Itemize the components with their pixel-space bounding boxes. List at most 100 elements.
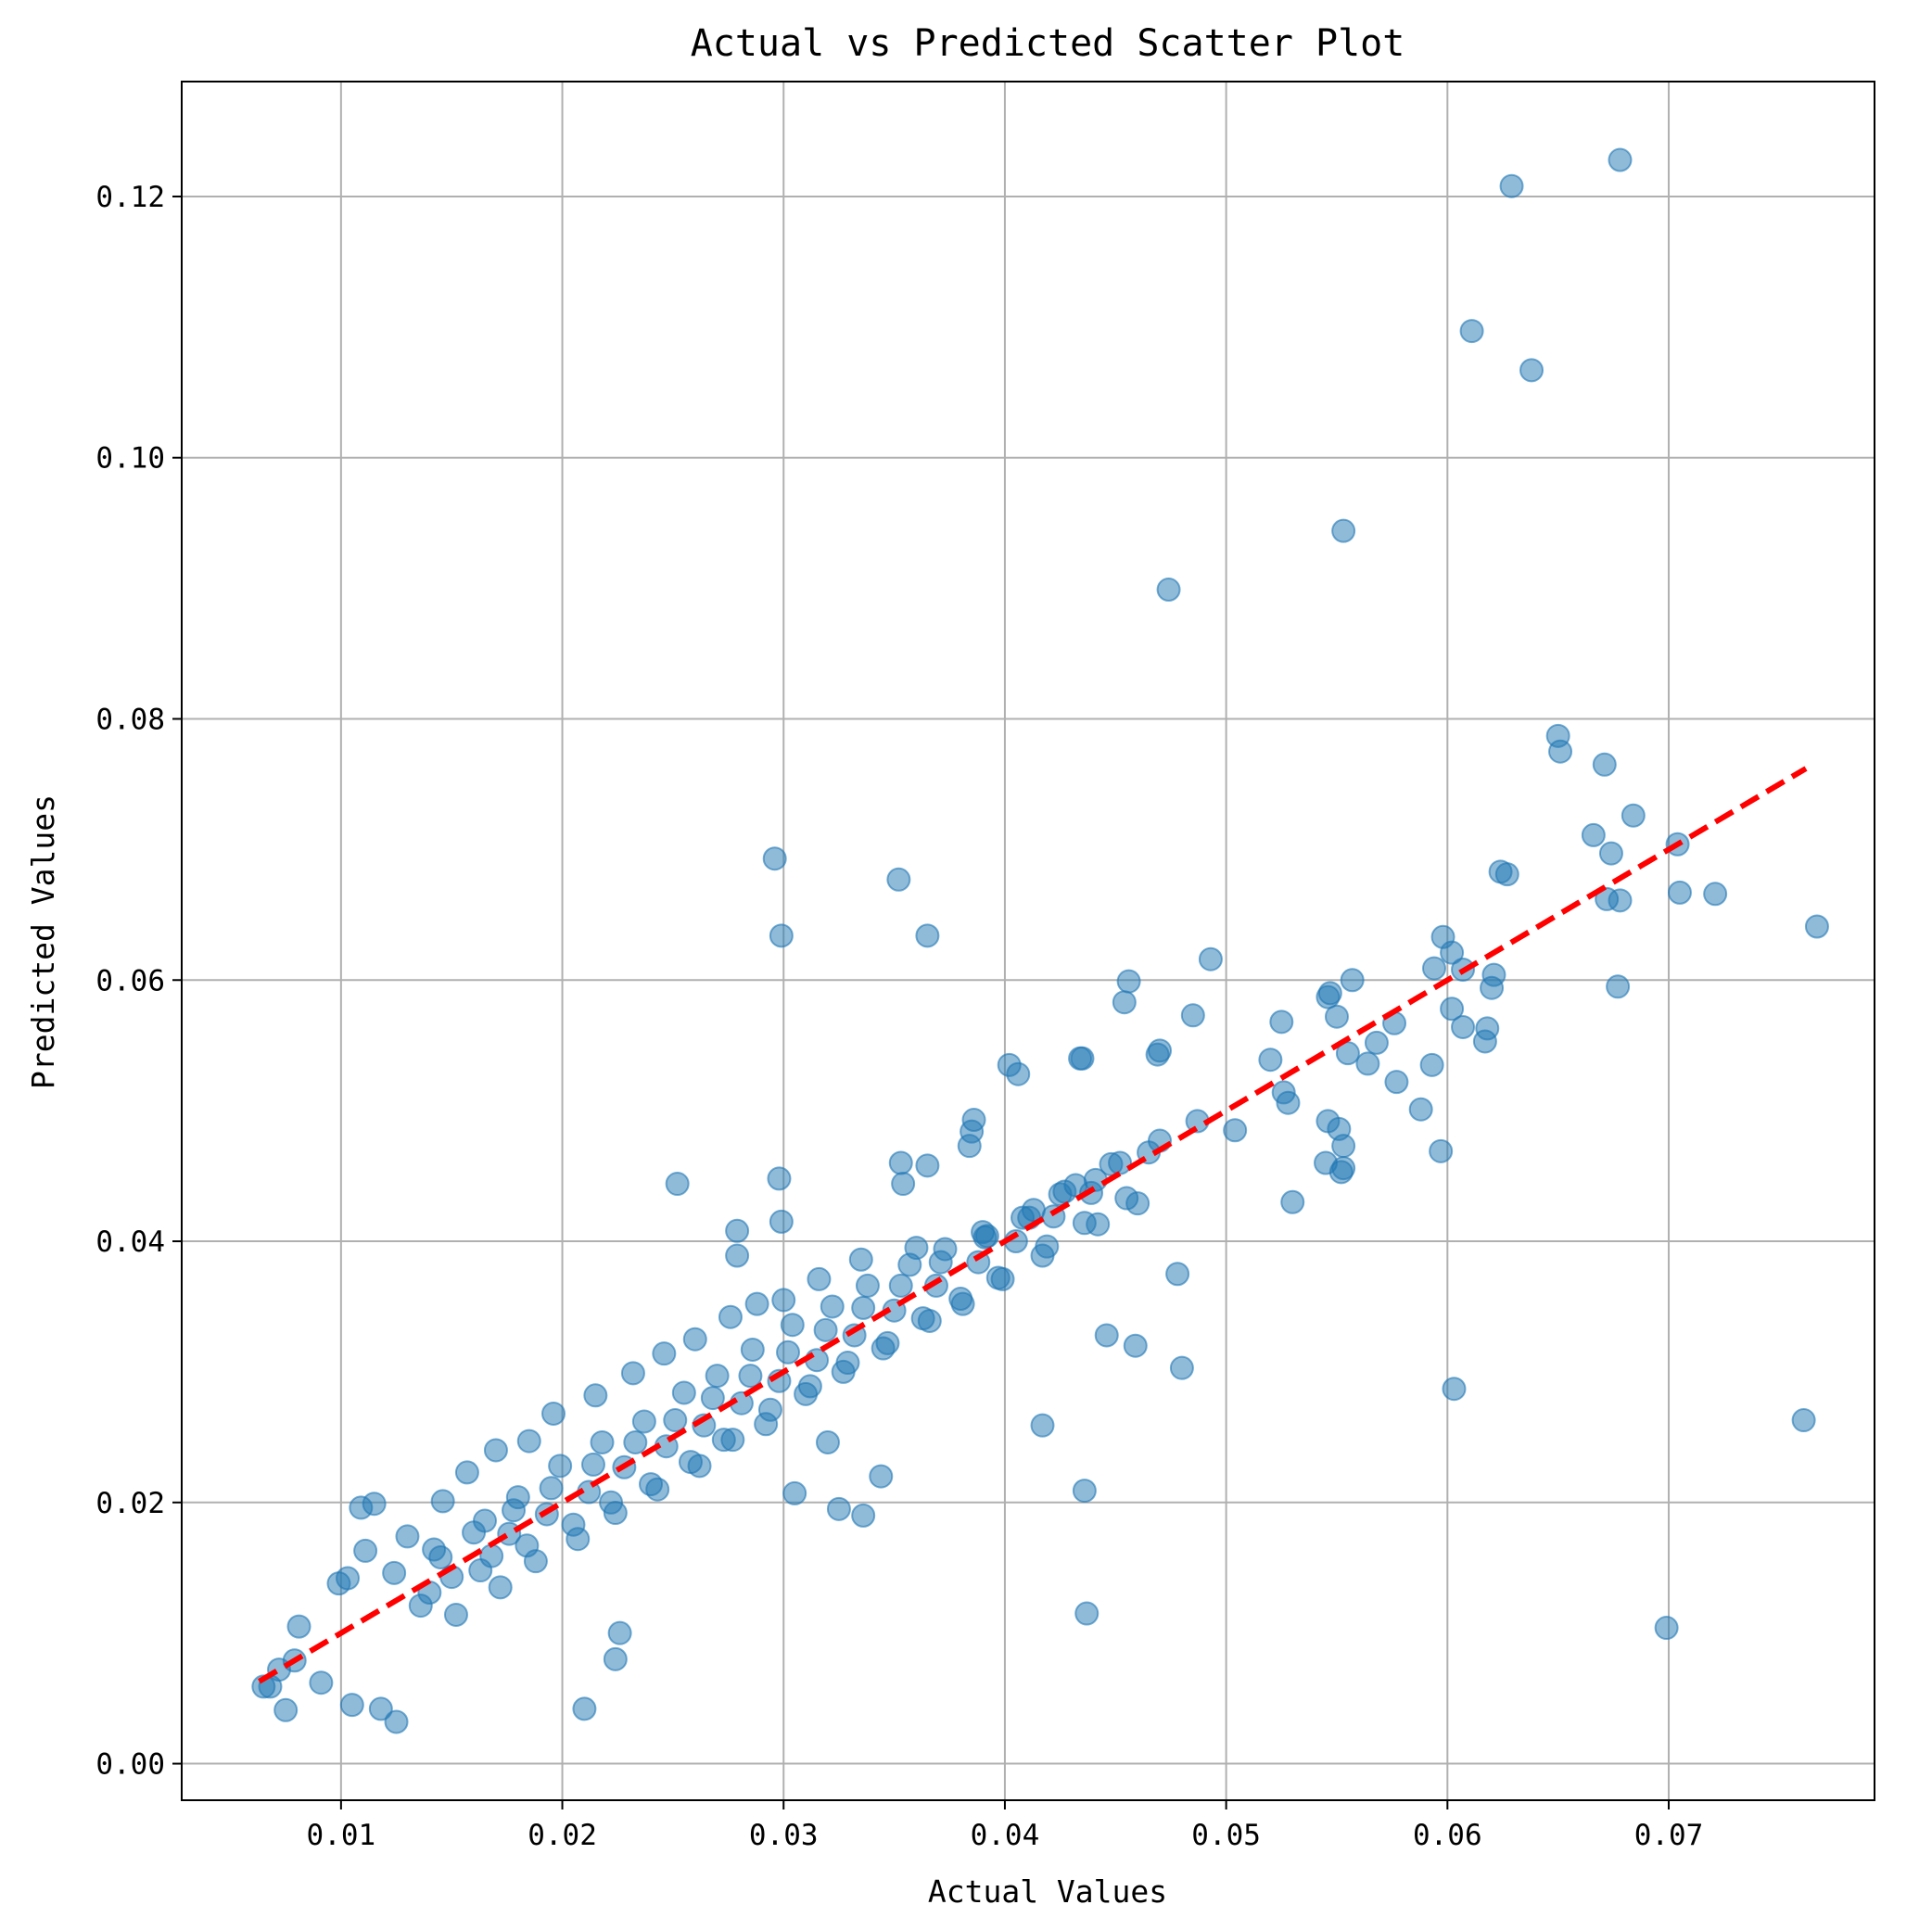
data-point <box>855 1273 880 1298</box>
data-point <box>835 1351 860 1376</box>
data-point <box>738 1364 763 1389</box>
data-point <box>1116 969 1141 994</box>
data-point <box>888 1150 913 1175</box>
data-point <box>957 1134 982 1159</box>
data-point <box>671 1380 696 1405</box>
data-point <box>1621 803 1646 828</box>
data-point <box>583 1383 608 1408</box>
data-point <box>1148 1038 1173 1063</box>
data-point <box>368 1696 393 1721</box>
data-point <box>1791 1408 1816 1433</box>
x-tick-label: 0.07 <box>1634 1819 1704 1852</box>
data-point <box>336 1566 361 1591</box>
data-point <box>620 1361 645 1386</box>
data-point <box>780 1313 805 1338</box>
data-point <box>1156 578 1181 603</box>
data-points <box>251 147 1829 1734</box>
data-point <box>807 1266 832 1291</box>
data-point <box>1258 1048 1283 1073</box>
data-point <box>599 1490 624 1515</box>
data-point <box>502 1498 527 1523</box>
x-tick-label: 0.01 <box>307 1819 376 1852</box>
data-point <box>1494 862 1519 887</box>
data-point <box>1276 1090 1301 1115</box>
y-axis-ticks: 0.00 0.02 0.04 0.06 0.08 0.10 0.12 <box>95 181 182 1782</box>
data-point <box>1459 319 1484 344</box>
data-point <box>1280 1189 1305 1214</box>
x-tick-label: 0.06 <box>1413 1819 1482 1852</box>
data-point <box>1070 1046 1095 1071</box>
data-point <box>757 1397 782 1422</box>
data-point <box>286 1614 311 1639</box>
x-tick-label: 0.03 <box>749 1819 819 1852</box>
data-point <box>561 1512 586 1537</box>
data-point <box>1006 1061 1031 1086</box>
data-point <box>700 1386 725 1411</box>
data-point <box>515 1533 540 1558</box>
data-point <box>309 1670 334 1695</box>
data-point <box>639 1472 664 1497</box>
data-point <box>805 1348 830 1373</box>
data-point <box>744 1291 769 1316</box>
y-tick-label: 0.00 <box>95 1748 165 1782</box>
data-point <box>1654 1616 1679 1641</box>
data-point <box>1364 1030 1389 1055</box>
data-point <box>1429 1138 1454 1163</box>
data-point <box>782 1480 807 1505</box>
data-point <box>740 1337 765 1362</box>
x-axis-label: Actual Values <box>928 1873 1167 1910</box>
data-point <box>362 1492 387 1517</box>
data-point <box>382 1560 407 1585</box>
data-point <box>1324 1004 1349 1029</box>
data-point <box>1327 1116 1352 1141</box>
data-point <box>1114 1186 1139 1211</box>
data-point <box>1606 974 1631 999</box>
data-point <box>1328 1160 1354 1185</box>
data-point <box>815 1429 840 1454</box>
data-point <box>1223 1118 1248 1143</box>
data-point <box>1021 1198 1046 1223</box>
data-point <box>797 1374 822 1399</box>
data-point <box>886 867 911 892</box>
data-point <box>1072 1479 1097 1504</box>
data-point <box>928 1250 953 1275</box>
data-point <box>541 1401 566 1426</box>
data-point <box>972 1225 998 1250</box>
data-point <box>1440 940 1465 965</box>
data-point <box>725 1218 750 1243</box>
data-point <box>1608 147 1633 172</box>
data-point <box>395 1524 420 1549</box>
data-point <box>590 1429 615 1454</box>
data-point <box>820 1294 845 1319</box>
data-point <box>869 1464 894 1489</box>
data-point <box>705 1364 730 1389</box>
x-tick-label: 0.02 <box>527 1819 597 1852</box>
data-point <box>1035 1234 1060 1259</box>
data-point <box>1422 956 1447 981</box>
data-point <box>1384 1070 1409 1095</box>
y-tick-label: 0.04 <box>95 1225 165 1259</box>
data-point <box>711 1428 736 1453</box>
data-point <box>851 1503 876 1528</box>
data-point <box>915 923 940 948</box>
data-point <box>776 1340 801 1365</box>
data-point <box>603 1646 628 1671</box>
data-point <box>1598 841 1623 866</box>
chart-title: Actual vs Predicted Scatter Plot <box>691 22 1405 65</box>
data-point <box>1331 518 1356 543</box>
data-point <box>663 1408 688 1433</box>
data-point <box>897 1252 922 1277</box>
data-point <box>985 1265 1010 1290</box>
data-point <box>1442 1377 1467 1402</box>
data-point <box>1169 1355 1194 1380</box>
data-point <box>1030 1413 1055 1438</box>
data-point <box>1112 990 1137 1015</box>
data-point <box>771 1288 796 1313</box>
data-point <box>1063 1173 1088 1198</box>
data-point <box>539 1476 564 1501</box>
data-point <box>718 1304 743 1329</box>
data-point <box>462 1520 487 1545</box>
y-tick-label: 0.08 <box>95 704 165 737</box>
data-point <box>915 1153 940 1178</box>
data-point <box>384 1709 409 1734</box>
